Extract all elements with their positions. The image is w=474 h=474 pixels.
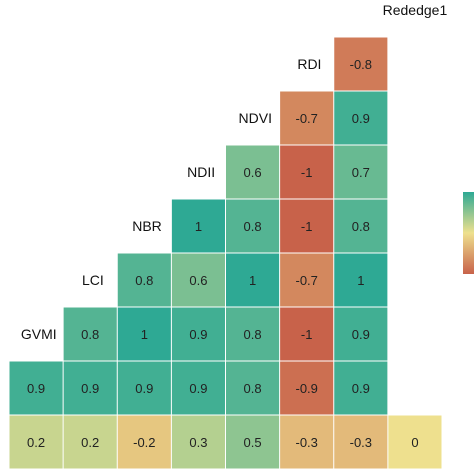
cell-value-label: 1 [357, 273, 364, 288]
cell-value-label: 1 [195, 219, 202, 234]
cell-value-label: -0.2 [133, 435, 155, 450]
heatmap-cell [117, 253, 171, 307]
row-label-ndii: NDII [187, 164, 215, 180]
heatmap-cell [117, 307, 171, 361]
cell-value-label: 0.8 [244, 327, 262, 342]
row-label-rededge1: Rededge1 [383, 2, 448, 18]
cell-value-label: 0.9 [81, 381, 99, 396]
heatmap-cell [226, 199, 280, 253]
cell-value-label: -0.7 [295, 273, 317, 288]
cell-value-label: 0.8 [244, 219, 262, 234]
cell-value-label: 0.9 [352, 327, 370, 342]
cell-value-label: 0.8 [81, 327, 99, 342]
row-label-gvmi: GVMI [21, 326, 57, 342]
heatmap-cell [280, 145, 334, 199]
heatmap-cell [334, 415, 388, 469]
cell-value-label: 0.8 [352, 219, 370, 234]
heatmap-cell [388, 415, 442, 469]
cell-value-label: -0.8 [350, 57, 372, 72]
heatmap-cell [280, 415, 334, 469]
cell-value-label: 1 [249, 273, 256, 288]
heatmap-cell [334, 37, 388, 91]
heatmap-cell [280, 91, 334, 145]
heatmap-cell [334, 307, 388, 361]
heatmap-cell [117, 361, 171, 415]
heatmap-cell [334, 199, 388, 253]
heatmap-cell [280, 361, 334, 415]
heatmap-cell [171, 253, 225, 307]
cell-value-label: 0.9 [27, 381, 45, 396]
row-label-ndvi: NDVI [239, 110, 272, 126]
heatmap-cell [280, 307, 334, 361]
row-label-lci: LCI [82, 272, 104, 288]
heatmap-cell [117, 415, 171, 469]
row-labels: EVIGVMILCINBRNDIINDVIRDIRededge1 [21, 2, 448, 342]
heatmap-cell [280, 199, 334, 253]
cell-value-label: -1 [301, 219, 313, 234]
heatmap-cell [63, 415, 117, 469]
cell-value-label: 0.7 [352, 165, 370, 180]
heatmap-cell [171, 361, 225, 415]
heatmap-cell [9, 415, 63, 469]
heatmap-cell [171, 199, 225, 253]
cell-value-label: 0.5 [244, 435, 262, 450]
cell-value-label: 0.8 [135, 273, 153, 288]
cell-value-label: 0.2 [81, 435, 99, 450]
heatmap-cells: 0.2 0.2 -0.2 0.3 0.5 -0.3 -0.3 0 0.9 0.9 0.9 0.9 0.8… [9, 37, 442, 469]
cell-value-label: -0.7 [295, 111, 317, 126]
cell-value-label: 0.9 [352, 111, 370, 126]
heatmap-cell [280, 253, 334, 307]
cell-value-label: -1 [301, 327, 313, 342]
heatmap-cell [334, 91, 388, 145]
cell-value-label: 0.6 [189, 273, 207, 288]
cell-value-label: 1 [141, 327, 148, 342]
colorbar [463, 192, 474, 274]
heatmap-cell [9, 361, 63, 415]
heatmap-cell [171, 415, 225, 469]
cell-value-label: 0.6 [244, 165, 262, 180]
cell-value-label: 0.9 [189, 327, 207, 342]
heatmap-cell [171, 307, 225, 361]
cell-value-label: 0.9 [135, 381, 153, 396]
cell-value-label: 0 [411, 435, 418, 450]
heatmap-cell [226, 145, 280, 199]
heatmap-cell [226, 415, 280, 469]
cell-value-label: 0.8 [244, 381, 262, 396]
heatmap-cell [334, 145, 388, 199]
cell-value-label: 0.2 [27, 435, 45, 450]
heatmap-cell [63, 307, 117, 361]
cell-value-label: -0.3 [350, 435, 372, 450]
heatmap-cell [226, 361, 280, 415]
heatmap-cell [63, 361, 117, 415]
heatmap-cell [334, 253, 388, 307]
heatmap-cell [226, 307, 280, 361]
cell-value-label: 0.9 [352, 381, 370, 396]
cell-value-label: 0.9 [189, 381, 207, 396]
heatmap-cell [226, 253, 280, 307]
colorbar-gradient [463, 192, 474, 274]
cell-value-label: -0.3 [295, 435, 317, 450]
cell-value-label: -0.9 [295, 381, 317, 396]
cell-value-label: 0.3 [189, 435, 207, 450]
row-label-rdi: RDI [297, 56, 321, 72]
cell-value-label: -1 [301, 165, 313, 180]
row-label-nbr: NBR [132, 218, 162, 234]
heatmap-cell [334, 361, 388, 415]
